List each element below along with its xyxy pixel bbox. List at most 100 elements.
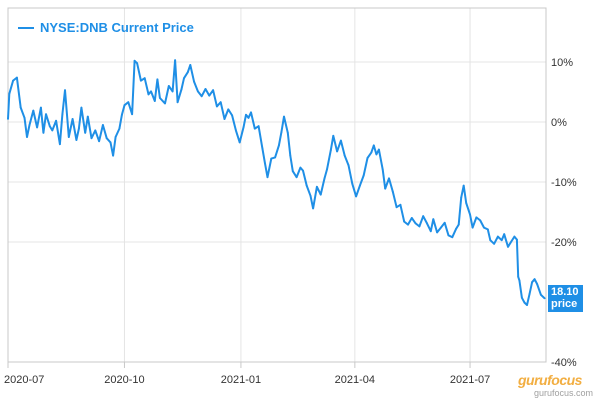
data-point bbox=[543, 297, 546, 300]
data-point bbox=[8, 92, 11, 95]
data-point bbox=[395, 206, 398, 209]
chart-legend[interactable]: NYSE:DNB Current Price bbox=[18, 20, 194, 35]
data-point bbox=[164, 102, 166, 105]
data-point bbox=[521, 296, 523, 299]
data-point bbox=[94, 129, 97, 132]
data-point bbox=[451, 236, 454, 239]
data-point bbox=[366, 157, 369, 159]
data-point bbox=[319, 193, 322, 196]
x-tick-label: 2020-07 bbox=[4, 374, 44, 386]
data-point bbox=[372, 144, 375, 147]
data-point bbox=[440, 226, 442, 229]
data-point bbox=[347, 164, 350, 167]
data-point bbox=[112, 154, 114, 157]
data-point bbox=[270, 157, 273, 160]
data-point bbox=[127, 101, 130, 104]
gurufocus-url: gurufocus.com bbox=[534, 388, 594, 398]
data-point bbox=[102, 124, 104, 126]
data-point bbox=[208, 94, 211, 97]
data-point bbox=[399, 203, 402, 206]
data-point bbox=[531, 281, 533, 284]
data-point bbox=[156, 78, 159, 81]
data-point bbox=[526, 304, 528, 306]
data-point bbox=[23, 116, 26, 119]
data-point bbox=[123, 104, 126, 107]
data-point bbox=[540, 293, 542, 296]
y-tick-label: -40% bbox=[551, 357, 577, 369]
data-point bbox=[183, 77, 185, 80]
legend-label: NYSE:DNB Current Price bbox=[40, 20, 194, 35]
data-point bbox=[359, 184, 361, 187]
data-point bbox=[193, 80, 196, 83]
data-point bbox=[136, 62, 139, 65]
data-point bbox=[274, 156, 276, 159]
data-point bbox=[171, 90, 174, 93]
data-point bbox=[407, 223, 409, 226]
last-price-tag: 18.10 price bbox=[548, 285, 583, 312]
data-point bbox=[517, 275, 520, 278]
data-point bbox=[375, 153, 378, 156]
data-point bbox=[75, 139, 78, 141]
data-point bbox=[159, 97, 161, 99]
data-point bbox=[186, 71, 189, 74]
data-point bbox=[26, 136, 28, 138]
data-point bbox=[497, 235, 499, 238]
data-point bbox=[36, 126, 38, 129]
y-tick-label: -10% bbox=[551, 177, 577, 189]
data-point bbox=[493, 242, 495, 245]
data-point bbox=[432, 218, 435, 221]
data-point bbox=[384, 187, 387, 190]
last-price-value: 18.10 bbox=[551, 286, 579, 298]
data-point bbox=[351, 182, 354, 185]
data-point bbox=[414, 222, 417, 225]
data-point bbox=[336, 150, 338, 153]
data-point bbox=[455, 227, 457, 230]
data-point bbox=[443, 221, 446, 224]
data-point bbox=[266, 176, 269, 179]
data-point bbox=[418, 225, 421, 228]
data-point bbox=[250, 111, 252, 114]
data-point bbox=[204, 88, 207, 90]
legend-swatch bbox=[18, 26, 34, 29]
data-point bbox=[133, 59, 136, 62]
series-line bbox=[7, 59, 546, 306]
data-point bbox=[261, 147, 264, 150]
data-point bbox=[147, 93, 150, 96]
data-point bbox=[19, 106, 22, 109]
data-point bbox=[51, 129, 54, 132]
data-point bbox=[312, 207, 314, 210]
data-point bbox=[42, 131, 45, 134]
data-point bbox=[109, 141, 112, 144]
y-tick-label: 0% bbox=[551, 117, 567, 129]
data-point bbox=[305, 184, 308, 187]
data-point bbox=[370, 151, 373, 154]
data-point bbox=[242, 126, 245, 129]
data-point bbox=[457, 223, 460, 226]
data-point bbox=[516, 238, 518, 241]
data-point bbox=[388, 177, 390, 180]
data-point bbox=[264, 162, 266, 165]
data-point bbox=[507, 245, 509, 248]
y-tick-label: -20% bbox=[551, 237, 577, 249]
data-point bbox=[223, 118, 226, 120]
data-point bbox=[429, 230, 432, 233]
data-point bbox=[180, 88, 183, 91]
gurufocus-logo: gurufocus bbox=[518, 372, 582, 388]
data-point bbox=[67, 136, 70, 138]
data-point bbox=[483, 226, 485, 229]
data-point bbox=[12, 79, 15, 82]
data-point bbox=[238, 141, 241, 144]
data-point bbox=[509, 241, 512, 244]
data-point bbox=[32, 109, 35, 112]
data-point bbox=[114, 136, 117, 138]
data-point bbox=[518, 279, 521, 282]
data-point bbox=[329, 149, 332, 152]
data-point bbox=[295, 176, 298, 179]
data-point bbox=[7, 118, 9, 120]
data-point bbox=[523, 301, 526, 304]
data-point bbox=[500, 239, 503, 242]
x-tick-label: 2021-04 bbox=[335, 374, 375, 386]
data-point bbox=[86, 115, 89, 118]
